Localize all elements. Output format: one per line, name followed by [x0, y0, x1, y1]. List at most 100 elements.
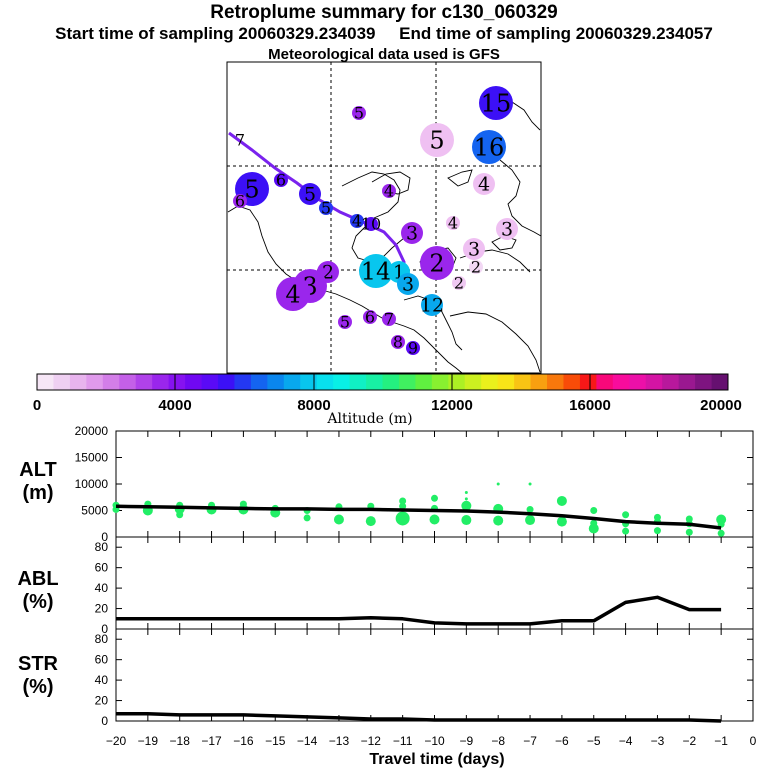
plume-marker: 6: [233, 192, 247, 211]
colorbar-cell: [185, 374, 202, 390]
plume-marker: 5: [319, 199, 333, 218]
colorbar-cell: [250, 374, 268, 390]
plume-circle: [359, 254, 393, 288]
alt-scatter-point: [365, 516, 376, 527]
plume-label: 5: [321, 199, 331, 218]
plume-marker: 3: [496, 218, 518, 241]
y-tick-label: 0: [101, 622, 108, 636]
sampling-times: Start time of sampling 20060329.234039 E…: [55, 24, 713, 43]
plume-label: 5: [304, 184, 316, 206]
page-title: Retroplume summary for c130_060329: [210, 2, 558, 23]
colorbar-cell: [267, 374, 285, 390]
colorbar-cell: [645, 374, 663, 390]
colorbar-label: Altitude (m): [326, 411, 412, 427]
plume-marker: 4: [350, 212, 364, 231]
colorbar-cell: [168, 374, 186, 390]
alt-scatter-point: [399, 502, 407, 510]
y-tick-label: 80: [95, 632, 109, 646]
alt-scatter-point: [303, 514, 311, 522]
x-tick-label: −4: [619, 734, 633, 748]
plume-circle: [276, 277, 310, 311]
plume-marker: 4: [473, 173, 495, 196]
plume-circle: [496, 218, 518, 240]
plume-circle: [397, 273, 419, 295]
colorbar-tick: 20000: [700, 397, 742, 414]
alt-scatter-point: [395, 511, 410, 526]
plume-circle: [350, 214, 364, 228]
time-series-panels: ALT (m) ABL (%) STR (%) 0 5000 10000 15000 2…: [17, 424, 756, 768]
plume-circle: [479, 86, 513, 120]
plume-circle: [421, 294, 443, 316]
plume-marker: 2: [420, 246, 454, 280]
y-tick-label: 0: [101, 530, 108, 544]
x-tick-label: −9: [460, 734, 474, 748]
x-tick-label: −12: [361, 734, 382, 748]
plume-circle: [338, 315, 352, 329]
alt-scatter-point: [622, 527, 630, 535]
x-tick-label: −5: [587, 734, 601, 748]
plume-marker: 15: [479, 86, 513, 120]
colorbar-tick: 16000: [569, 397, 611, 414]
colorbar-cell: [431, 374, 449, 390]
y-tick-label: 60: [95, 653, 109, 667]
plume-marker: 16: [472, 130, 506, 164]
colorbar-cell: [135, 374, 153, 390]
x-tick-label: −3: [651, 734, 665, 748]
plume-label: 4: [478, 174, 490, 196]
colorbar-cell: [497, 374, 515, 390]
colorbar-cell: [448, 374, 466, 390]
plume-label: 3: [402, 274, 414, 296]
x-tick-label: −10: [424, 734, 445, 748]
plume-label: 4: [285, 280, 300, 308]
alt-scatter-point: [176, 511, 184, 519]
alt-scatter-point: [717, 529, 725, 537]
met-data-line: Meteorological data used is GFS: [268, 46, 500, 63]
plume-label: 16: [474, 133, 505, 161]
plume-label: 15: [481, 89, 512, 117]
colorbar-cell: [464, 374, 482, 390]
plume-label: 6: [365, 308, 375, 327]
abl-series-line: [116, 595, 722, 626]
plume-circle: [452, 276, 466, 290]
plume-marker: 7: [235, 131, 245, 150]
alt-scatter-point: [399, 497, 407, 505]
x-tick-label: −14: [297, 734, 318, 748]
colorbar-cell: [579, 374, 597, 390]
y-tick-label: 40: [95, 673, 109, 687]
y-tick-label: 60: [95, 561, 109, 575]
x-tick-label: −19: [138, 734, 159, 748]
plume-circle: [363, 310, 377, 324]
alt-scatter-point: [556, 495, 567, 506]
x-tick-label: 0: [750, 734, 757, 748]
alt-scatter-point: [333, 514, 344, 525]
x-tick-label: −1: [714, 734, 728, 748]
colorbar-cell: [102, 374, 120, 390]
alt-scatter-point: [653, 527, 661, 535]
alt-scatter-point: [622, 511, 630, 519]
plume-label: 2: [454, 274, 464, 293]
x-axis-label: Travel time (days): [369, 751, 504, 768]
str-series-line: [116, 712, 722, 723]
plume-circle: [299, 183, 321, 205]
plume-label: 6: [276, 171, 286, 190]
plume-marker: 5: [338, 313, 352, 332]
alt-scatter-point: [685, 528, 693, 536]
plume-label: 10: [361, 215, 381, 234]
plume-marker: 4: [276, 277, 310, 311]
plume-marker: 8: [391, 333, 405, 352]
plume-circle: [420, 246, 454, 280]
plume-marker: 3: [463, 238, 485, 261]
colorbar-cell: [481, 374, 499, 390]
alt-axis-label: ALT: [19, 459, 56, 481]
plume-label: 9: [408, 339, 418, 358]
plume-label: 3: [406, 223, 418, 245]
x-tick-label: −20: [106, 734, 127, 748]
plume-marker: 6: [274, 171, 288, 190]
x-tick-label: −18: [170, 734, 191, 748]
colorbar-cell: [398, 374, 416, 390]
plume-label: 7: [235, 131, 245, 150]
colorbar-tick: 12000: [431, 397, 473, 414]
colorbar-cell: [563, 374, 581, 390]
colorbar-cell: [234, 374, 252, 390]
